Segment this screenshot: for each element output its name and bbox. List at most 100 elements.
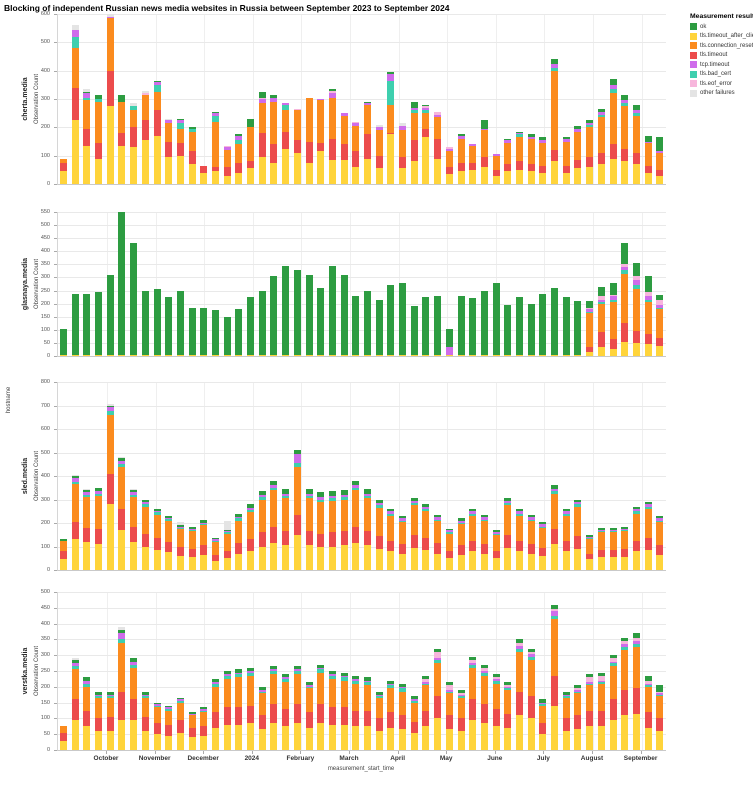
bar[interactable]: [422, 297, 430, 356]
bar[interactable]: [469, 144, 477, 184]
bar[interactable]: [83, 89, 91, 184]
bar[interactable]: [352, 480, 360, 570]
bar[interactable]: [71, 294, 79, 356]
bar[interactable]: [305, 488, 313, 570]
bar[interactable]: [597, 527, 605, 570]
bar[interactable]: [364, 677, 371, 750]
bar[interactable]: [305, 274, 313, 356]
bar[interactable]: [364, 488, 371, 570]
bar[interactable]: [364, 101, 371, 184]
bar[interactable]: [656, 137, 664, 184]
bar[interactable]: [597, 286, 605, 356]
bar[interactable]: [644, 135, 652, 184]
bar[interactable]: [118, 457, 126, 570]
bar[interactable]: [644, 276, 652, 356]
bar[interactable]: [176, 118, 184, 184]
bar[interactable]: [340, 113, 348, 184]
bar[interactable]: [551, 485, 559, 570]
bar[interactable]: [562, 137, 570, 184]
bar[interactable]: [188, 526, 196, 570]
bar[interactable]: [597, 108, 605, 184]
bar[interactable]: [141, 691, 149, 750]
bar[interactable]: [516, 297, 523, 356]
bar[interactable]: [410, 306, 418, 356]
bar[interactable]: [516, 508, 523, 570]
bar[interactable]: [165, 297, 173, 356]
bar[interactable]: [434, 514, 442, 570]
bar[interactable]: [609, 282, 617, 356]
bar[interactable]: [212, 678, 219, 750]
bar[interactable]: [95, 487, 103, 570]
bar[interactable]: [352, 295, 360, 356]
bar[interactable]: [632, 104, 640, 184]
bar[interactable]: [188, 127, 196, 184]
bar[interactable]: [258, 686, 266, 750]
bar[interactable]: [434, 295, 442, 356]
bar[interactable]: [60, 328, 67, 356]
bar[interactable]: [200, 307, 208, 356]
bar[interactable]: [492, 530, 500, 570]
bar[interactable]: [165, 705, 173, 750]
bar[interactable]: [71, 474, 79, 570]
bar[interactable]: [632, 263, 640, 356]
bar[interactable]: [106, 274, 114, 356]
bar[interactable]: [83, 677, 91, 750]
bar[interactable]: [282, 674, 290, 750]
bar[interactable]: [71, 658, 79, 750]
bar[interactable]: [656, 515, 664, 570]
bar[interactable]: [516, 639, 523, 750]
bar[interactable]: [141, 90, 149, 184]
bar[interactable]: [282, 488, 290, 570]
bar[interactable]: [457, 295, 465, 356]
bar[interactable]: [340, 672, 348, 750]
bar[interactable]: [597, 672, 605, 750]
bar[interactable]: [492, 154, 500, 184]
bar[interactable]: [375, 124, 383, 184]
legend-item[interactable]: tcp.timeout: [690, 61, 753, 68]
bar[interactable]: [106, 14, 114, 184]
bar[interactable]: [656, 294, 664, 356]
bar[interactable]: [352, 121, 360, 184]
bar[interactable]: [422, 504, 430, 570]
bar[interactable]: [434, 648, 442, 750]
bar[interactable]: [632, 633, 640, 750]
bar[interactable]: [551, 59, 559, 184]
bar[interactable]: [258, 290, 266, 356]
bar[interactable]: [375, 499, 383, 570]
bar[interactable]: [480, 120, 488, 184]
bar[interactable]: [212, 111, 219, 184]
bar[interactable]: [60, 539, 67, 570]
bar[interactable]: [387, 508, 395, 570]
bar[interactable]: [621, 637, 629, 750]
bar[interactable]: [293, 269, 301, 356]
bar[interactable]: [95, 291, 103, 356]
bar[interactable]: [480, 664, 488, 750]
bar[interactable]: [305, 97, 313, 184]
legend-item[interactable]: tls.eof_error: [690, 80, 753, 87]
bar[interactable]: [235, 513, 243, 570]
bar[interactable]: [258, 491, 266, 570]
bar[interactable]: [387, 680, 395, 750]
bar[interactable]: [71, 25, 79, 184]
bar[interactable]: [609, 527, 617, 570]
bar[interactable]: [153, 702, 161, 750]
bar[interactable]: [317, 664, 325, 750]
bar[interactable]: [574, 685, 582, 750]
bar[interactable]: [153, 80, 161, 184]
bar[interactable]: [586, 120, 594, 184]
legend-item[interactable]: tls.connection_reset: [690, 42, 753, 49]
bar[interactable]: [247, 504, 255, 570]
bar[interactable]: [621, 94, 629, 184]
bar[interactable]: [480, 514, 488, 570]
bar[interactable]: [586, 674, 594, 750]
bar[interactable]: [445, 682, 453, 750]
bar[interactable]: [527, 648, 535, 750]
bar[interactable]: [247, 667, 255, 750]
bar[interactable]: [621, 243, 629, 356]
bar[interactable]: [504, 498, 512, 570]
bar[interactable]: [340, 490, 348, 570]
bar[interactable]: [352, 675, 360, 750]
bar[interactable]: [516, 131, 523, 184]
bar[interactable]: [399, 282, 407, 356]
bar[interactable]: [621, 526, 629, 570]
